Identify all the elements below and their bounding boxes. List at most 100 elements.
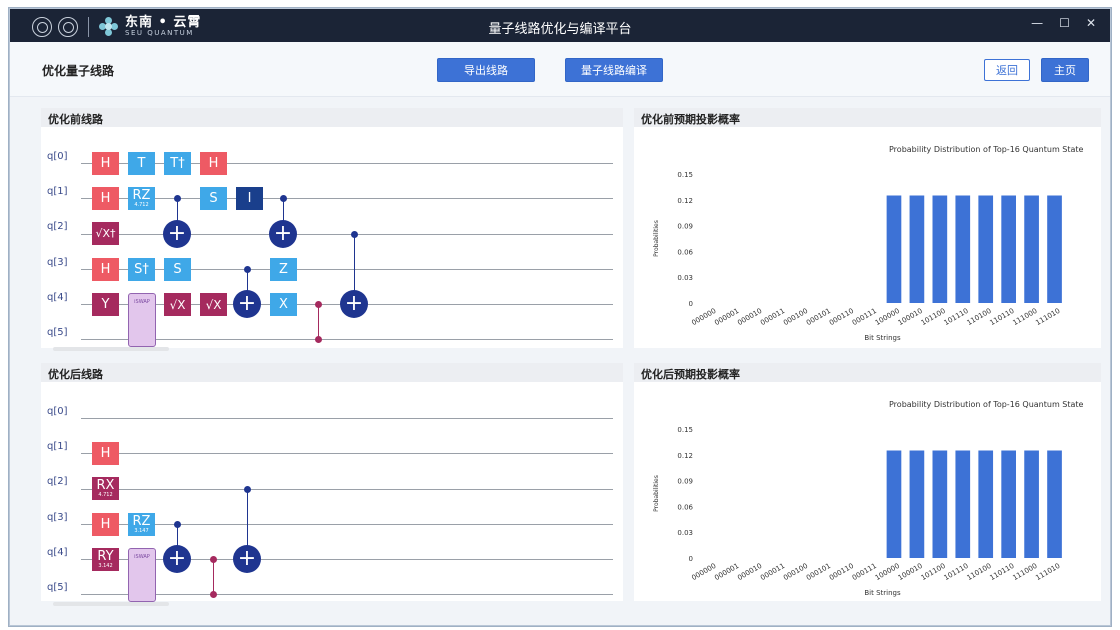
- y-tick-label: 0.09: [677, 223, 693, 231]
- horizontal-scrollbar[interactable]: [53, 347, 169, 351]
- qubit-label: q[2]: [47, 476, 68, 487]
- gate-param: 3.147: [134, 528, 149, 534]
- y-tick-label: 0.03: [677, 529, 693, 537]
- window-controls: — ☐ ✕: [1031, 16, 1096, 30]
- x-tick-label: 000100: [782, 307, 809, 327]
- cnot-target[interactable]: +: [163, 220, 191, 248]
- i-gate[interactable]: I: [236, 187, 263, 210]
- x-tick-label: 101110: [943, 562, 970, 582]
- qubit-label: q[0]: [47, 406, 68, 417]
- x-tick-label: 110100: [966, 562, 993, 582]
- h-gate[interactable]: H: [92, 258, 119, 281]
- cnot-target[interactable]: +: [163, 545, 191, 573]
- qubit-wire: [81, 269, 613, 270]
- rz-gate[interactable]: RZ 4.712: [128, 187, 155, 210]
- cnot-connector: [177, 524, 178, 559]
- chart-bar: [1047, 450, 1062, 558]
- gate-label: RZ: [132, 188, 151, 203]
- compile-circuit-button[interactable]: 量子线路编译: [565, 58, 663, 82]
- chart-bar: [886, 450, 902, 558]
- x-tick-label: 000101: [805, 562, 832, 582]
- h-gate[interactable]: H: [92, 152, 119, 175]
- back-button[interactable]: 返回: [984, 59, 1030, 81]
- cnot-target[interactable]: +: [340, 290, 368, 318]
- rz-gate[interactable]: RZ 3.147: [128, 513, 155, 536]
- s-gate[interactable]: S: [200, 187, 227, 210]
- iswap-gate[interactable]: iSWAP: [128, 293, 156, 347]
- sdg-gate[interactable]: S†: [128, 258, 155, 281]
- x-tick-label: 000110: [828, 307, 855, 327]
- x-tick-label: 000101: [805, 307, 832, 327]
- minimize-button[interactable]: —: [1031, 16, 1044, 30]
- chart-bar: [1024, 195, 1039, 303]
- x-tick-label: 000001: [713, 307, 740, 327]
- horizontal-scrollbar[interactable]: [53, 602, 169, 606]
- logo-divider: [88, 16, 89, 37]
- x-tick-label: 110110: [989, 307, 1016, 327]
- sx-gate[interactable]: √X: [164, 293, 191, 316]
- cz-control[interactable]: [210, 556, 217, 563]
- emblem-icon: [58, 16, 78, 37]
- s-gate[interactable]: S: [164, 258, 191, 281]
- x-tick-label: 111010: [1034, 562, 1061, 582]
- x-tick-label: 000111: [851, 562, 878, 582]
- x-tick-label: 100000: [874, 307, 901, 327]
- title-bar: 东南 • 云霄 SEU QUANTUM 量子线路优化与编译平台 — ☐ ✕: [10, 9, 1110, 42]
- home-button[interactable]: 主页: [1041, 58, 1089, 82]
- qubit-wire: [81, 594, 613, 595]
- export-circuit-button[interactable]: 导出线路: [437, 58, 535, 82]
- close-button[interactable]: ✕: [1085, 16, 1096, 30]
- gate-label: RY: [97, 549, 114, 564]
- sxdg-gate[interactable]: √X†: [92, 222, 119, 245]
- z-gate[interactable]: Z: [270, 258, 297, 281]
- x-tick-label: 111010: [1034, 307, 1061, 327]
- cz-control[interactable]: [210, 591, 217, 598]
- h-gate[interactable]: H: [200, 152, 227, 175]
- cnot-target[interactable]: +: [269, 220, 297, 248]
- before-chart-title: 优化前预期投影概率: [634, 108, 1101, 127]
- cnot-control[interactable]: [174, 521, 181, 528]
- cnot-control[interactable]: [244, 486, 251, 493]
- chart-bar: [886, 195, 902, 303]
- ry-gate[interactable]: RY 3.142: [92, 548, 119, 571]
- y-gate[interactable]: Y: [92, 293, 119, 316]
- cnot-target[interactable]: +: [233, 545, 261, 573]
- rx-gate[interactable]: RX 4.712: [92, 477, 119, 500]
- qubit-wire: [81, 198, 613, 199]
- toolbar: 优化量子线路 导出线路 量子线路编译 返回 主页: [10, 42, 1110, 97]
- cz-control[interactable]: [315, 301, 322, 308]
- x-tick-label: 000110: [828, 562, 855, 582]
- tdg-gate[interactable]: T†: [164, 152, 191, 175]
- x-tick-label: 101100: [920, 562, 947, 582]
- gate-label: RX: [96, 478, 115, 493]
- cz-control[interactable]: [315, 336, 322, 343]
- h-gate[interactable]: H: [92, 442, 119, 465]
- qubit-wire: [81, 559, 613, 560]
- bar-chart: 0 0.03 0.06 0.09 0.12 0.15 Probabilities 000000…: [653, 171, 1062, 342]
- iswap-gate[interactable]: iSWAP: [128, 548, 156, 602]
- x-tick-label: 100000: [874, 562, 901, 582]
- chart-bar: [955, 450, 971, 558]
- x-tick-label: 110110: [989, 562, 1016, 582]
- cnot-control[interactable]: [351, 231, 358, 238]
- maximize-button[interactable]: ☐: [1059, 16, 1070, 30]
- qubit-label: q[2]: [47, 221, 68, 232]
- cnot-control[interactable]: [174, 195, 181, 202]
- cnot-target[interactable]: +: [233, 290, 261, 318]
- y-tick-label: 0.06: [677, 248, 693, 256]
- qubit-wire: [81, 489, 613, 490]
- y-tick-label: 0.15: [677, 171, 693, 179]
- cnot-connector: [177, 198, 178, 234]
- cnot-control[interactable]: [244, 266, 251, 273]
- cnot-control[interactable]: [280, 195, 287, 202]
- x-tick-label: 000011: [759, 562, 786, 582]
- chart-bar: [1001, 450, 1016, 558]
- x-gate[interactable]: X: [270, 293, 297, 316]
- after-chart-panel: 优化后预期投影概率 Probability Distribution of To…: [634, 363, 1101, 601]
- h-gate[interactable]: H: [92, 187, 119, 210]
- h-gate[interactable]: H: [92, 513, 119, 536]
- x-tick-label: 111000: [1011, 307, 1038, 327]
- sx-gate[interactable]: √X: [200, 293, 227, 316]
- before-chart-panel: 优化前预期投影概率 Probability Distribution of To…: [634, 108, 1101, 348]
- t-gate[interactable]: T: [128, 152, 155, 175]
